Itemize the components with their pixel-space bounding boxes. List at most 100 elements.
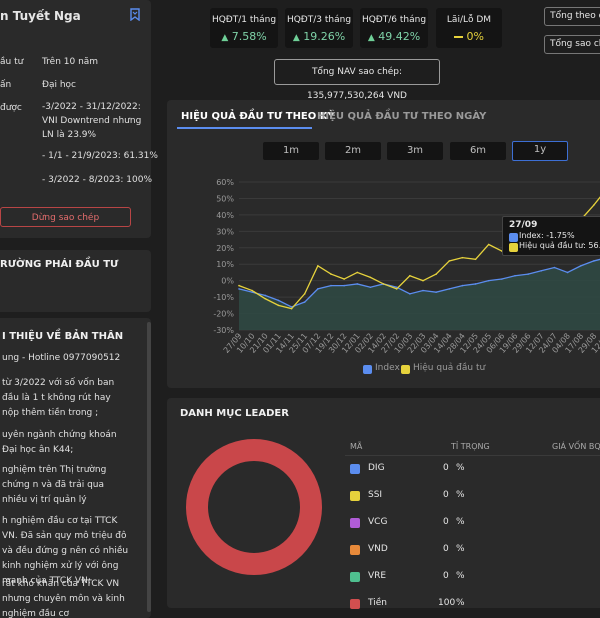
investment-style-title: RƯỜNG PHÁI ĐẦU TƯ <box>0 259 119 270</box>
index-point <box>264 294 267 297</box>
timeframe-1y[interactable]: 1y <box>512 141 568 161</box>
index-point <box>356 283 359 285</box>
experience-value: Trên 10 năm <box>42 57 99 67</box>
legend-index-swatch[interactable] <box>363 365 372 374</box>
stock-weight: 0 <box>443 490 449 500</box>
tab-daily-performance[interactable]: HIỆU QUẢ ĐẦU TƯ THEO NGÀY <box>317 111 487 122</box>
index-point <box>409 293 411 295</box>
stock-code: DIG <box>368 463 385 473</box>
intro-panel: I THIỆU VỀ BẢN THÂN ung - Hotline 097709… <box>0 318 151 618</box>
index-point <box>579 265 582 267</box>
table-row[interactable]: Tiền 100% <box>350 595 600 613</box>
timeframe-1m[interactable]: 1m <box>263 142 319 160</box>
index-point <box>514 274 516 277</box>
index-point <box>395 286 398 289</box>
performance-point <box>264 297 267 300</box>
up-arrow-icon: ▲ <box>221 33 229 43</box>
performance-point <box>395 288 398 290</box>
stock-weight: 0 <box>443 517 449 527</box>
index-point <box>290 306 293 308</box>
intro-hotline: ung - Hotline 0977090512 <box>2 353 121 363</box>
y-tick-label: 20% <box>216 244 234 253</box>
stat-6-month-label: HQĐT/6 tháng <box>361 15 427 25</box>
y-tick-label: 30% <box>216 227 234 236</box>
up-arrow-icon: ▲ <box>367 33 375 43</box>
table-row[interactable]: DIG 0% <box>350 460 600 478</box>
timeframe-6m[interactable]: 6m <box>450 142 506 160</box>
index-point <box>553 266 556 269</box>
stat-1-month-value: ▲ 7.58% <box>210 30 278 43</box>
tooltip-performance: Hiệu quả đầu tư: 56.55% <box>519 241 600 250</box>
legend-index-label[interactable]: Index <box>375 363 400 373</box>
achievement-2: - 1/1 - 21/9/2023: 61.31% <box>42 151 158 161</box>
index-area <box>239 259 600 330</box>
chart-legend: Index Hiệu quả đầu tư <box>363 363 543 375</box>
index-point <box>343 284 345 287</box>
followers-button[interactable]: Tổng theo dõ <box>544 7 600 26</box>
index-point <box>317 288 319 290</box>
performance-point <box>382 283 385 285</box>
stop-copy-button[interactable]: Dừng sao chép <box>0 207 131 227</box>
stat-6-month-value: ▲ 49.42% <box>360 30 428 43</box>
col-weight-header: TỈ TRỌNG <box>451 442 490 451</box>
performance-point <box>343 278 345 280</box>
performance-point <box>461 256 464 259</box>
y-tick-label: 0% <box>221 277 234 286</box>
intro-paragraph-4: h nghiệm đầu cơ tại TTCK VN. Đã sản quy … <box>2 516 129 586</box>
total-nav-badge: Tổng NAV sao chép: 135,977,530,264 VND <box>274 59 440 101</box>
tooltip-index: Index: -1.75% <box>519 231 575 240</box>
stat-3-month-number: 19.26% <box>303 30 346 43</box>
performance-point <box>317 265 319 267</box>
col-price-header: GIÁ VỐN BQ <box>552 442 600 451</box>
performance-chart: 60%50%40%30%20%10%0%-10%-20%-30%27/0910/… <box>213 178 600 355</box>
y-tick-label: 60% <box>216 178 234 187</box>
intro-paragraph-3: nghiệm trên Thị trường chứng n và đã trả… <box>2 465 107 505</box>
index-point <box>593 260 595 262</box>
active-tab-underline <box>177 127 312 129</box>
stock-weight-unit: % <box>456 571 465 581</box>
index-point <box>566 271 569 274</box>
performance-point <box>303 293 306 295</box>
stock-weight: 0 <box>443 463 449 473</box>
table-row[interactable]: VRE 0% <box>350 568 600 586</box>
stock-color-swatch <box>350 545 360 555</box>
table-divider <box>345 455 600 456</box>
index-point <box>501 278 503 280</box>
stat-pnl-label: Lãi/Lỗ DM <box>446 15 492 25</box>
stat-3-month-value: ▲ 19.26% <box>285 30 353 43</box>
table-row[interactable]: VCG 0% <box>350 514 600 532</box>
performance-point <box>251 289 253 292</box>
index-point <box>448 288 451 290</box>
intro-scrollbar[interactable] <box>147 322 151 612</box>
tooltip-index-swatch <box>509 233 518 242</box>
stock-color-swatch <box>350 491 360 501</box>
index-point <box>422 289 424 292</box>
bookmark-icon[interactable] <box>130 8 140 22</box>
legend-performance-label[interactable]: Hiệu quả đầu tư <box>413 363 486 373</box>
stock-weight-unit: % <box>456 544 465 554</box>
stat-1-month-label: HQĐT/1 tháng <box>211 15 277 25</box>
performance-point <box>593 204 595 206</box>
dash-icon <box>454 36 464 38</box>
stock-weight-unit: % <box>456 463 465 473</box>
stock-color-swatch <box>350 464 360 474</box>
copiers-button[interactable]: Tổng sao ché <box>544 35 600 54</box>
y-tick-label: -30% <box>213 326 234 335</box>
achievement-3: - 3/2022 - 8/2023: 100% <box>42 175 153 185</box>
performance-point <box>448 260 451 262</box>
stock-weight: 0 <box>443 544 449 554</box>
stat-6-month: HQĐT/6 tháng ▲ 49.42% <box>360 8 428 48</box>
table-row[interactable]: VND 0% <box>350 541 600 559</box>
stat-6-month-number: 49.42% <box>378 30 421 43</box>
intro-paragraph-5: rất khó khăn của TTCK VN nhưng chuyên mô… <box>2 579 125 618</box>
stat-portfolio-pnl: Lãi/Lỗ DM 0% <box>436 8 502 48</box>
timeframe-3m[interactable]: 3m <box>387 142 443 160</box>
legend-performance-swatch[interactable] <box>401 365 410 374</box>
stock-code: VCG <box>368 517 388 527</box>
stock-weight-unit: % <box>456 517 465 527</box>
tab-period-performance[interactable]: HIỆU QUẢ ĐẦU TƯ THEO KỲ <box>181 111 335 122</box>
table-row[interactable]: SSI 0% <box>350 487 600 505</box>
timeframe-2m[interactable]: 2m <box>325 142 381 160</box>
index-point <box>251 291 253 293</box>
stock-code: VND <box>368 544 388 554</box>
